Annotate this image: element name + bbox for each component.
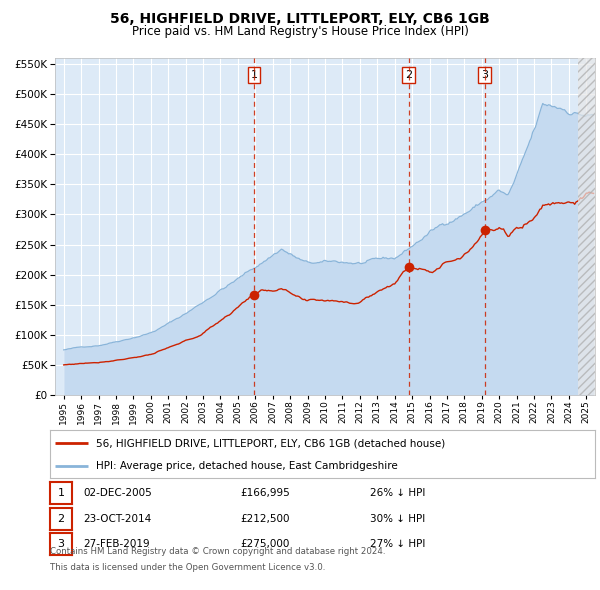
Text: 26% ↓ HPI: 26% ↓ HPI (370, 488, 425, 498)
Text: 2: 2 (405, 70, 412, 80)
Text: 27% ↓ HPI: 27% ↓ HPI (370, 539, 425, 549)
Text: 56, HIGHFIELD DRIVE, LITTLEPORT, ELY, CB6 1GB (detached house): 56, HIGHFIELD DRIVE, LITTLEPORT, ELY, CB… (97, 438, 446, 448)
Text: 27-FEB-2019: 27-FEB-2019 (83, 539, 149, 549)
Text: 1: 1 (58, 488, 65, 498)
Text: 56, HIGHFIELD DRIVE, LITTLEPORT, ELY, CB6 1GB: 56, HIGHFIELD DRIVE, LITTLEPORT, ELY, CB… (110, 12, 490, 27)
Text: £166,995: £166,995 (240, 488, 290, 498)
Text: £212,500: £212,500 (240, 514, 290, 524)
Text: Contains HM Land Registry data © Crown copyright and database right 2024.: Contains HM Land Registry data © Crown c… (50, 547, 386, 556)
Text: HPI: Average price, detached house, East Cambridgeshire: HPI: Average price, detached house, East… (97, 461, 398, 471)
Text: 3: 3 (481, 70, 488, 80)
Text: £275,000: £275,000 (240, 539, 289, 549)
Bar (578, 58, 595, 395)
Text: 30% ↓ HPI: 30% ↓ HPI (370, 514, 425, 524)
Text: 23-OCT-2014: 23-OCT-2014 (83, 514, 151, 524)
Text: 1: 1 (250, 70, 257, 80)
Text: 3: 3 (58, 539, 65, 549)
Text: This data is licensed under the Open Government Licence v3.0.: This data is licensed under the Open Gov… (50, 563, 325, 572)
Text: 02-DEC-2005: 02-DEC-2005 (83, 488, 152, 498)
Text: 2: 2 (58, 514, 65, 524)
Text: Price paid vs. HM Land Registry's House Price Index (HPI): Price paid vs. HM Land Registry's House … (131, 25, 469, 38)
